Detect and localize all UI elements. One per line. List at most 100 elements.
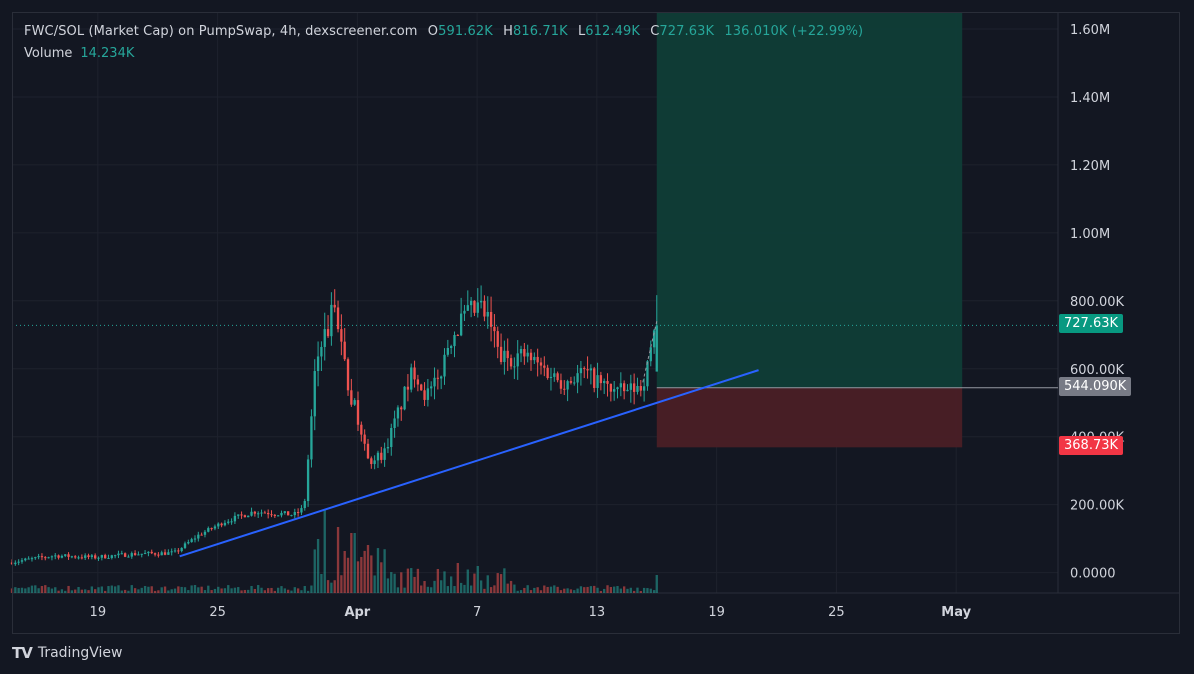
- volume-bar: [217, 586, 220, 593]
- candle-body: [14, 562, 17, 565]
- volume-bar: [54, 587, 57, 593]
- candle-body: [486, 311, 489, 317]
- candle-body: [306, 459, 310, 502]
- candle-body: [420, 384, 423, 391]
- candle-body: [363, 434, 366, 444]
- candle-body: [247, 515, 250, 518]
- x-tick-label: May: [941, 605, 971, 620]
- volume-bar: [267, 588, 270, 593]
- candle-body: [516, 353, 519, 367]
- candle-body: [273, 514, 276, 516]
- volume-bar: [649, 588, 652, 593]
- y-tick-label: 1.00M: [1070, 227, 1110, 242]
- candle-body: [193, 538, 197, 540]
- projection-arrow: [642, 321, 658, 383]
- price-axis[interactable]: 0.0000200.00K400.00K600.00K800.00K1.00M1…: [1070, 23, 1124, 582]
- candle-body: [639, 385, 642, 391]
- candle-body: [177, 550, 180, 552]
- candle-body: [286, 511, 290, 516]
- volume-bar: [632, 590, 636, 593]
- volume-bar: [310, 585, 313, 593]
- volume-bar: [80, 589, 84, 593]
- candle-body: [509, 358, 513, 367]
- candle-body: [257, 513, 260, 515]
- volume-bar: [406, 568, 410, 593]
- volume-bar: [426, 586, 430, 593]
- candle-body: [296, 512, 300, 514]
- volume-bar: [413, 576, 416, 593]
- volume-bar: [583, 587, 586, 593]
- candle-body: [573, 382, 576, 384]
- time-axis[interactable]: 19 25 Apr 7 13 19 25 May: [90, 605, 972, 620]
- candle-body: [539, 362, 543, 366]
- candle-body: [197, 534, 200, 539]
- volume-bar: [100, 586, 103, 593]
- volume-bar: [433, 580, 436, 593]
- x-tick-label: 13: [589, 605, 606, 620]
- volume-bar: [107, 586, 110, 593]
- candle-body: [303, 501, 306, 509]
- candle-body: [536, 356, 539, 363]
- candle-body: [160, 552, 163, 556]
- close-value: 727.63K: [659, 24, 715, 39]
- candle-body: [406, 386, 410, 390]
- candle-body: [523, 349, 526, 357]
- volume-bar: [383, 549, 386, 593]
- volume-bar: [276, 587, 280, 593]
- volume-bar: [300, 590, 303, 593]
- change-value: 136.010K (+22.99%): [724, 24, 864, 39]
- candle-body: [220, 523, 223, 526]
- volume-bar: [20, 587, 24, 593]
- volume-bar: [440, 580, 443, 593]
- tradingview-brand[interactable]: TV TradingView: [12, 644, 122, 662]
- volume-bar: [443, 571, 446, 593]
- high-label: H: [503, 24, 513, 39]
- candle-body: [70, 556, 74, 558]
- volume-bar: [203, 590, 207, 593]
- volume-bar: [566, 588, 569, 593]
- candle-body: [606, 381, 609, 384]
- volume-bar: [573, 590, 576, 593]
- candle-body: [127, 556, 130, 558]
- volume-bar: [473, 573, 476, 593]
- candle-body: [613, 389, 616, 392]
- candle-body: [416, 379, 420, 385]
- candle-body: [230, 521, 233, 523]
- volume-bar: [110, 585, 113, 593]
- candle-body: [655, 325, 658, 372]
- candle-body: [566, 381, 569, 390]
- volume-bar: [506, 583, 509, 593]
- volume-bar: [652, 590, 656, 593]
- candle-body: [553, 373, 556, 377]
- candle-body: [619, 383, 623, 388]
- candle-body: [413, 367, 416, 380]
- candle-body: [336, 307, 340, 330]
- candle-body: [157, 554, 160, 556]
- candle-body: [203, 531, 207, 535]
- volume-bar: [513, 584, 516, 593]
- volume-bar: [556, 586, 559, 593]
- high-value: 816.71K: [512, 24, 568, 39]
- candle-body: [546, 367, 549, 379]
- candle-body: [94, 555, 97, 559]
- candle-body: [40, 556, 44, 558]
- candle-body: [493, 326, 496, 332]
- overlays: [12, 321, 1058, 558]
- candle-body: [376, 452, 380, 461]
- volume-bar: [153, 590, 157, 593]
- volume-bar: [123, 589, 127, 593]
- volume-bar: [642, 587, 646, 593]
- volume-bar: [223, 588, 227, 593]
- volume-bar: [197, 587, 200, 593]
- volume-bar: [247, 589, 250, 593]
- volume-bar: [44, 585, 47, 593]
- candle-body: [380, 452, 383, 460]
- candle-body: [559, 380, 563, 389]
- volume-bar: [613, 586, 616, 593]
- volume-bar: [420, 585, 423, 593]
- volume-bar: [340, 575, 343, 593]
- volume-bar: [316, 539, 320, 593]
- open-value: 591.62K: [438, 24, 493, 39]
- volume-bar: [499, 574, 503, 593]
